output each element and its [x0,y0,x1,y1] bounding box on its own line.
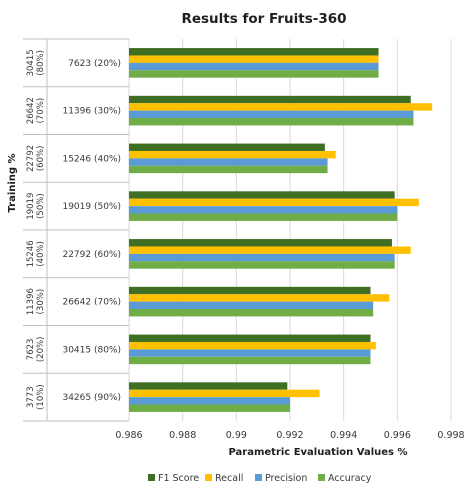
category-label: 26642 (70%) [62,298,121,308]
category-separators [23,38,129,422]
x-tick-label: 0.994 [330,430,357,441]
outer-category-count: 30415 [26,49,36,76]
bar-recall [129,294,390,302]
category-label: 30415 (80%) [62,345,121,355]
bar-precision [129,349,371,357]
category-label: 11396 (30%) [62,107,121,117]
legend-label: Precision [265,473,307,484]
bar-precision [129,158,328,166]
x-tick-label: 0.998 [437,430,464,441]
outer-category-percent: (40%) [36,241,46,267]
category-label: 7623 (20%) [68,59,121,69]
bar-recall [129,246,411,254]
x-tick-label: 0.992 [276,430,303,441]
legend-swatch [205,474,212,481]
bar-f1-score [129,143,325,151]
bar-accuracy [129,70,379,78]
bar-f1-score [129,48,379,56]
legend-label: Accuracy [328,473,372,484]
category-label: 34265 (90%) [62,393,121,403]
outer-category-count: 3773 [26,386,36,408]
outer-category-count: 7623 [26,339,36,361]
y-axis-labels: 30415 (80%) 7623 (20%) 26642 (70%) 11396 (30%… [26,49,121,410]
outer-category-count: 22792 [26,145,36,172]
bar-recall [129,150,336,159]
bar-recall [129,55,379,63]
outer-category-percent: (60%) [36,146,46,172]
bar-f1-score [129,191,395,199]
bar-recall [129,198,419,207]
outer-category-count: 11396 [26,288,36,315]
bar-accuracy [129,213,398,221]
bar-recall [129,389,320,398]
category-label: 19019 (50%) [62,202,121,212]
outer-category-percent: (50%) [36,193,46,219]
bar-precision [129,253,395,262]
bar-accuracy [129,404,290,412]
bar-f1-score [129,334,371,342]
bar-f1-score [129,382,288,390]
bar-accuracy [129,165,328,174]
bar-precision [129,301,374,310]
legend-label: Recall [215,473,243,484]
outer-category-count: 26642 [26,97,36,124]
bar-recall [129,341,376,350]
outer-category-percent: (30%) [36,289,46,315]
x-tick-label: 0.986 [115,430,142,441]
legend-swatch [148,474,155,481]
bar-precision [129,110,414,119]
legend-label: F1 Score [158,473,199,484]
outer-category-percent: (20%) [36,337,46,363]
x-axis-ticks: 0.986 0.988 0.99 0.992 0.994 0.996 0.998 [115,430,464,441]
outer-category-count: 19019 [26,193,36,220]
bar-f1-score [129,286,371,295]
chart-title: Results for Fruits-360 [181,11,346,27]
x-axis-title: Parametric Evaluation Values % [228,447,407,458]
bar-accuracy [129,356,371,365]
bar-accuracy [129,309,374,317]
outer-category-percent: (80%) [36,50,46,76]
category-label: 22792 (60%) [62,250,121,260]
bar-f1-score [129,95,411,104]
legend-swatch [318,474,325,481]
bar-accuracy [129,118,414,126]
category-label: 15246 (40%) [62,154,121,164]
x-tick-label: 0.988 [169,430,196,441]
bar-precision [129,397,290,405]
bar-recall [129,103,433,111]
x-tick-label: 0.996 [384,430,411,441]
legend-swatch [255,474,262,481]
y-axis-title: Training % [7,153,18,212]
bar-accuracy [129,261,395,269]
x-tick-label: 0.99 [226,430,247,441]
outer-category-percent: (10%) [36,384,46,410]
bars [129,48,433,412]
bar-f1-score [129,239,392,247]
outer-category-count: 15246 [26,240,36,267]
outer-category-percent: (70%) [36,98,46,124]
bar-precision [129,62,379,71]
bar-precision [129,206,398,214]
legend: F1 Score Recall Precision Accuracy [148,473,372,484]
